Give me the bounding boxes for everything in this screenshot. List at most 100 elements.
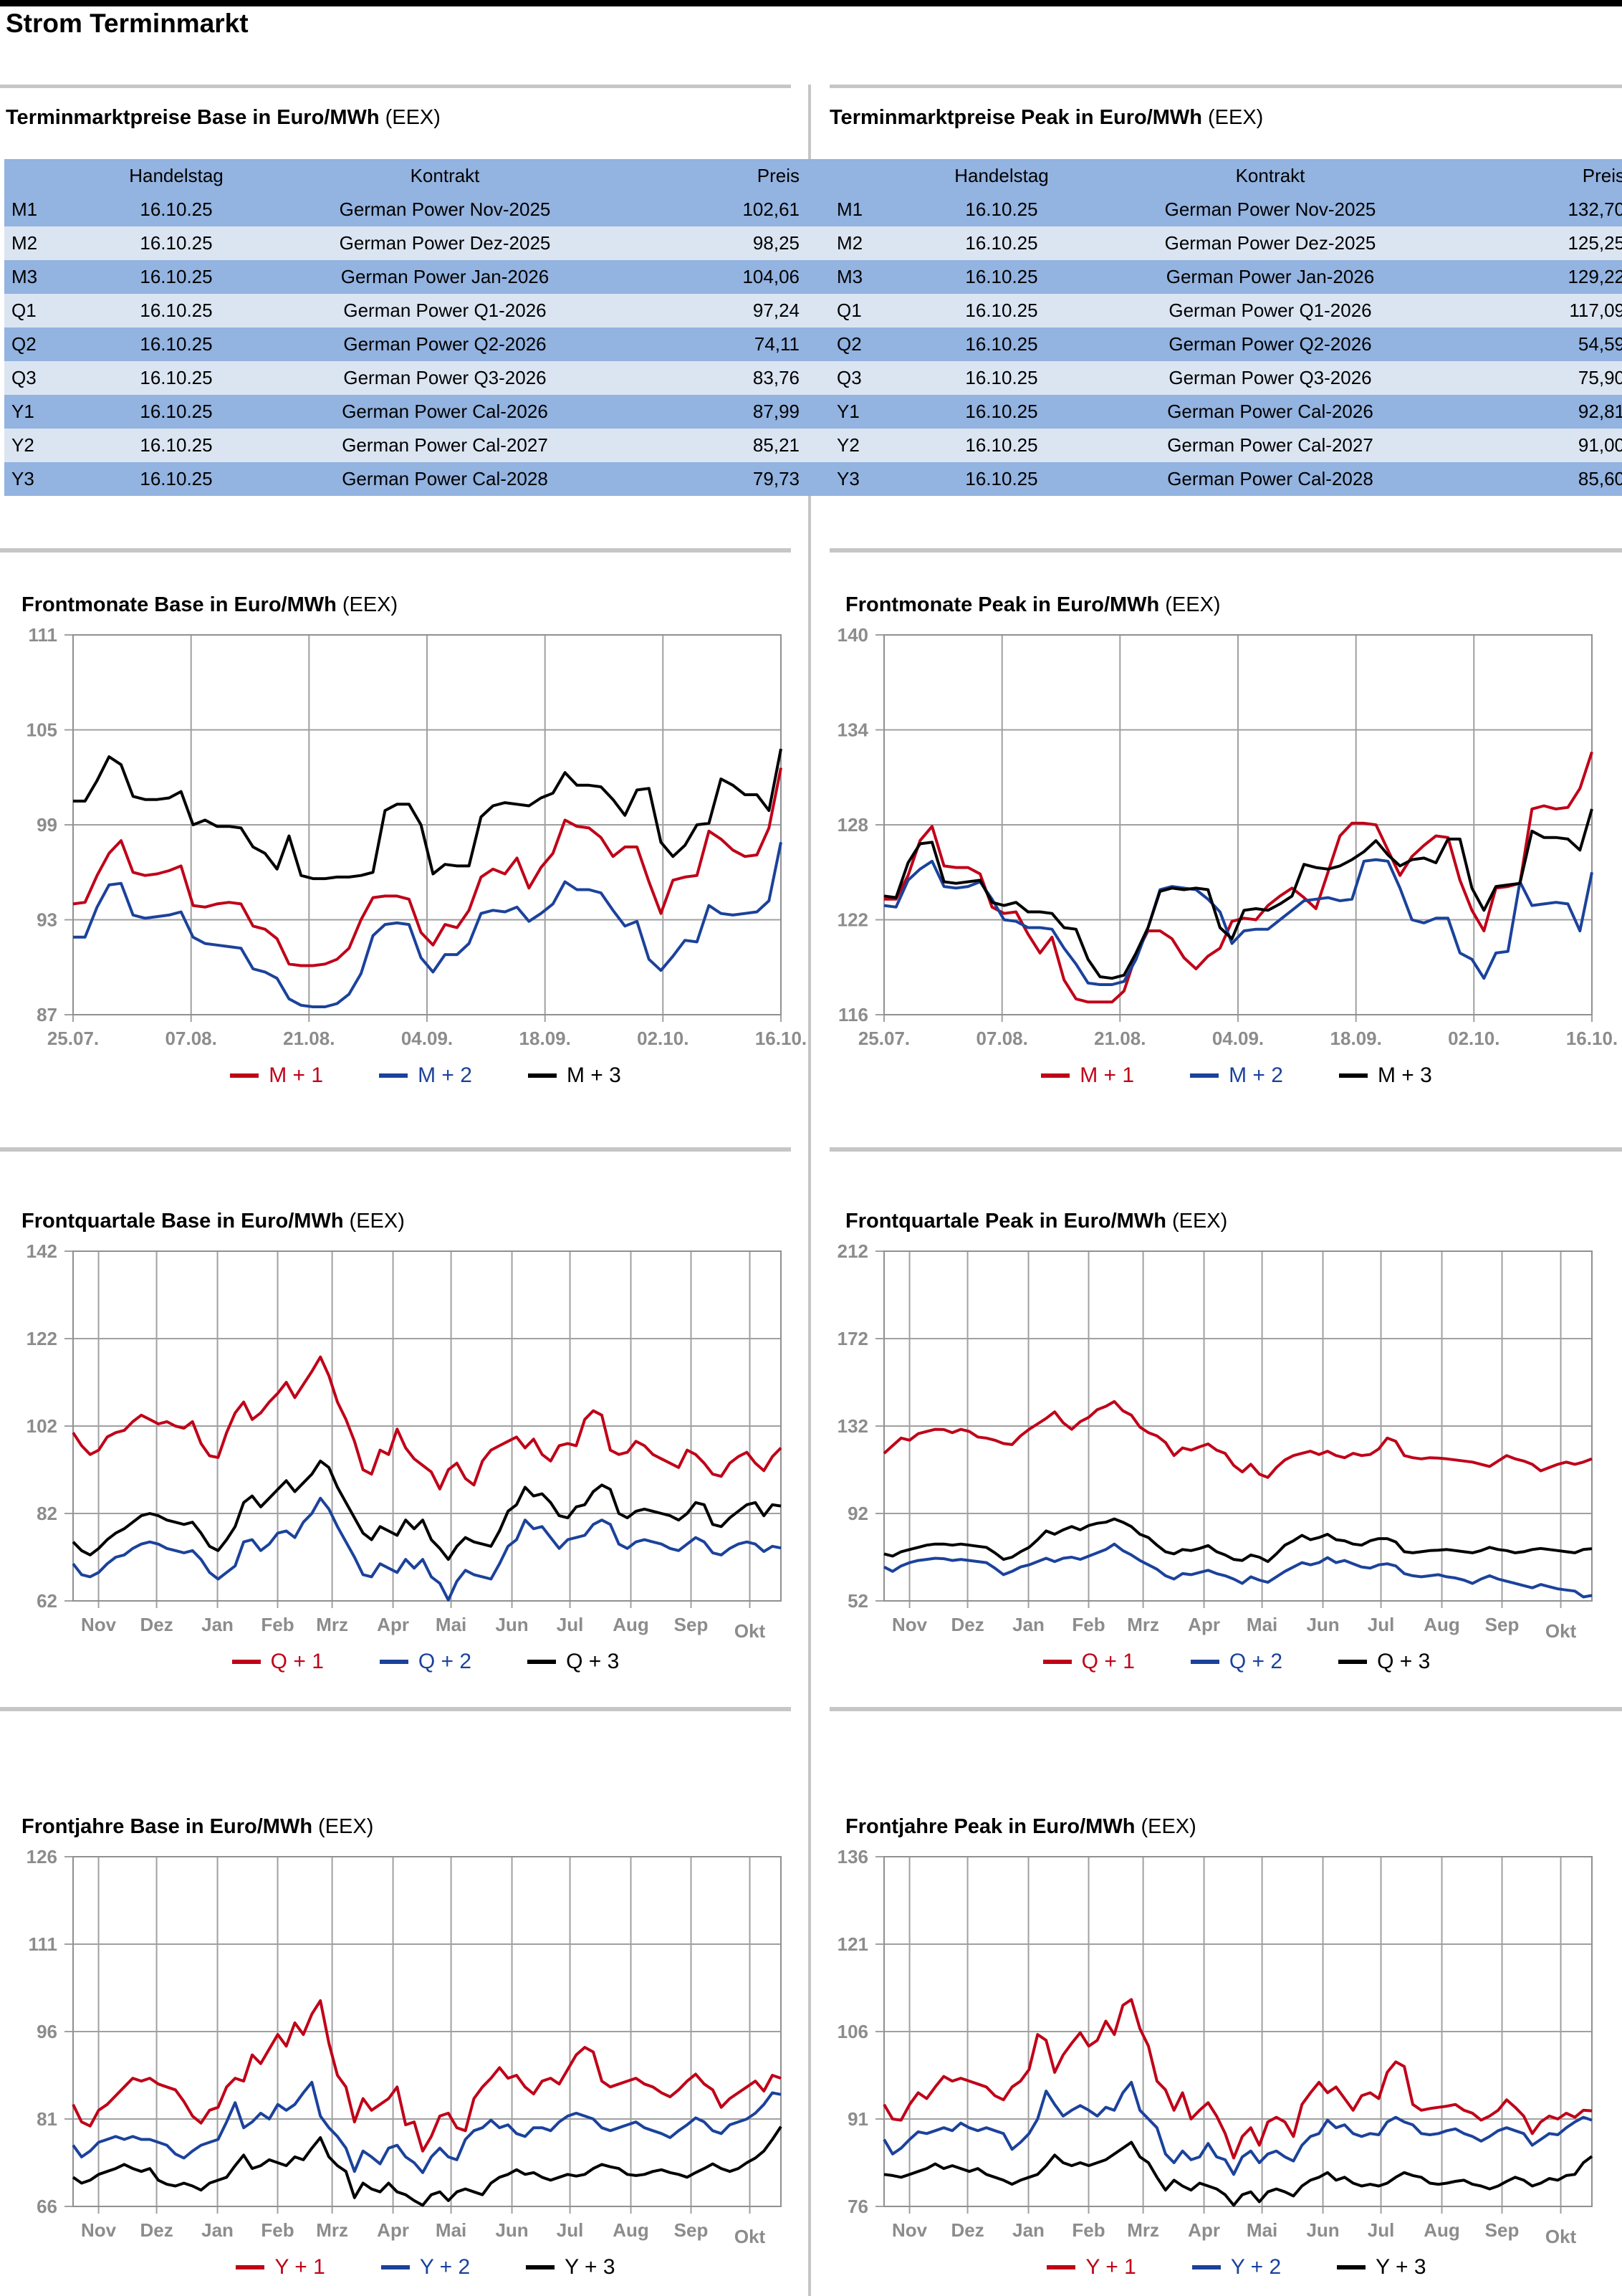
price-value: 129,22	[1568, 266, 1622, 287]
contract-name: German Power Dez-2025	[1164, 232, 1376, 254]
x-tick-label: Nov	[892, 2219, 928, 2241]
legend-label: M + 2	[1229, 1063, 1283, 1087]
y-tick-label: 116	[838, 1004, 868, 1025]
contract-code: M2	[11, 232, 38, 254]
contract-name: German Power Q2-2026	[343, 333, 547, 355]
legend-label: M + 1	[1080, 1063, 1135, 1087]
contract-code: Q2	[11, 333, 37, 355]
section-divider	[830, 1707, 1622, 1711]
header-divider-left	[0, 85, 791, 88]
column-header: Preis	[1582, 165, 1622, 186]
x-tick-label: 02.10.	[1448, 1028, 1499, 1049]
y-tick-label: 96	[37, 2021, 57, 2042]
y-tick-label: 87	[37, 1004, 57, 1025]
x-tick-label: Feb	[1072, 2219, 1105, 2241]
fq-peak-svg: 52 92 132 172 212 Nov Dez Jan Feb Mrz Apr Mai Jun Jul…	[838, 1240, 1593, 1642]
chart-title-suffix: (EEX)	[1171, 1210, 1228, 1233]
legend-dash-icon	[379, 1660, 408, 1664]
legend-label: Q + 1	[270, 1650, 324, 1673]
top-border	[0, 0, 1622, 6]
series-Q+1	[72, 1355, 782, 1491]
trade-date: 16.10.25	[965, 367, 1038, 388]
legend-item: M + 1	[230, 1063, 323, 1088]
frontmonate-base-chart: 87 93 99 105 111 25.07. 07.08. 21.08. 04.09. 18.0…	[14, 624, 807, 1055]
x-tick-label: Okt	[734, 1620, 766, 1642]
x-tick-label: Nov	[892, 1614, 928, 1635]
x-tick-label: Okt	[1545, 2226, 1577, 2247]
trade-date: 16.10.25	[965, 232, 1038, 254]
chart-title-text: Frontquartale Peak in Euro/MWh	[845, 1210, 1166, 1233]
contract-code: Y1	[837, 401, 860, 422]
legend-item: Y + 2	[380, 2255, 470, 2280]
legend-dash-icon	[527, 1660, 557, 1664]
table-row: Q3 16.10.25 German Power Q3-2026 75,90	[830, 361, 1622, 395]
fq-base-svg: 62 82 102 122 142 Nov Dez Jan Feb Mrz Apr Mai Jun Jul…	[27, 1240, 782, 1642]
y-tick-label: 106	[838, 2021, 868, 2042]
chart-title: Frontmonate Peak in Euro/MWh (EEX)	[845, 593, 1221, 617]
legend-item: Y + 3	[526, 2255, 615, 2280]
chart-title: Frontjahre Base in Euro/MWh (EEX)	[21, 1815, 373, 1839]
x-tick-label: Nov	[81, 2219, 117, 2241]
legend-item: Y + 1	[236, 2255, 325, 2280]
trade-date: 16.10.25	[965, 434, 1038, 456]
series-M+2	[73, 841, 782, 1008]
x-tick-label: 07.08.	[976, 1028, 1028, 1049]
price-value: 117,09	[1569, 300, 1622, 321]
chart-title-suffix: (EEX)	[1165, 593, 1221, 616]
contract-code: M2	[837, 232, 863, 254]
y-tick-label: 140	[838, 624, 868, 646]
x-tick-label: 02.10.	[637, 1028, 688, 1049]
price-value: 83,76	[752, 367, 800, 388]
legend-item: Q + 3	[1338, 1650, 1430, 1674]
trade-date: 16.10.25	[140, 401, 213, 422]
contract-name: German Power Nov-2025	[339, 198, 551, 220]
price-value: 75,90	[1578, 367, 1622, 388]
table-row: Y2 16.10.25 German Power Cal-2027 91,00	[830, 429, 1622, 462]
series-M+2	[883, 858, 1593, 986]
fy-peak-svg: 76 91 106 121 136 Nov Dez Jan Feb Mrz Apr Mai Jun Jul…	[838, 1846, 1593, 2247]
series-M+1	[884, 751, 1593, 1004]
contract-code: Q2	[837, 333, 862, 355]
y-tick-label: 81	[37, 2108, 57, 2130]
column-header: Preis	[757, 165, 800, 186]
x-tick-label: 18.09.	[519, 1028, 571, 1049]
contract-name: German Power Q3-2026	[343, 367, 547, 388]
table-row: Q3 16.10.25 German Power Q3-2026 83,76	[4, 361, 868, 395]
price-value: 85,21	[752, 434, 800, 456]
contract-code: M3	[11, 266, 38, 287]
contract-code: Q3	[11, 367, 37, 388]
legend-item: Q + 2	[1190, 1650, 1283, 1674]
x-tick-label: 21.08.	[283, 1028, 335, 1049]
contract-name: German Power Q2-2026	[1168, 333, 1372, 355]
contract-code: Y2	[837, 434, 860, 456]
contract-code: Y2	[11, 434, 34, 456]
x-tick-label: Okt	[1545, 1620, 1577, 1642]
table-row: M2 16.10.25 German Power Dez-2025 98,25	[4, 226, 868, 260]
table-row: Y3 16.10.25 German Power Cal-2028 85,60	[830, 462, 1622, 496]
legend-dash-icon	[236, 2265, 265, 2269]
y-tick-label: 128	[838, 814, 868, 836]
x-tick-label: Sep	[674, 1614, 709, 1635]
trade-date: 16.10.25	[965, 198, 1038, 220]
series-M+3	[883, 808, 1593, 980]
y-tick-label: 132	[838, 1415, 868, 1437]
y-tick-label: 122	[27, 1328, 57, 1349]
x-tick-label: Jun	[495, 2219, 528, 2241]
chart-legend: Y + 1 Y + 2 Y + 3	[72, 2255, 779, 2280]
page-title: Strom Terminmarkt	[6, 9, 249, 38]
table-header-row: Handelstag Kontrakt Preis	[4, 159, 868, 193]
frontquartale-peak-chart: 52 92 132 172 212 Nov Dez Jan Feb Mrz Apr Mai Jun Jul…	[825, 1240, 1602, 1642]
trade-date: 16.10.25	[140, 333, 213, 355]
series-Y+3	[883, 2140, 1593, 2207]
legend-label: Y + 2	[1230, 2255, 1282, 2279]
trade-date: 16.10.25	[965, 300, 1038, 321]
price-value: 125,25	[1568, 232, 1622, 254]
contract-name: German Power Cal-2026	[1167, 401, 1373, 422]
x-tick-label: Sep	[674, 2219, 709, 2241]
legend-label: Q + 2	[1229, 1650, 1283, 1673]
x-tick-label: Apr	[377, 1614, 409, 1635]
x-tick-label: Jul	[557, 2219, 584, 2241]
chart-title: Frontjahre Peak in Euro/MWh (EEX)	[845, 1815, 1196, 1839]
x-tick-label: Aug	[1424, 1614, 1460, 1635]
